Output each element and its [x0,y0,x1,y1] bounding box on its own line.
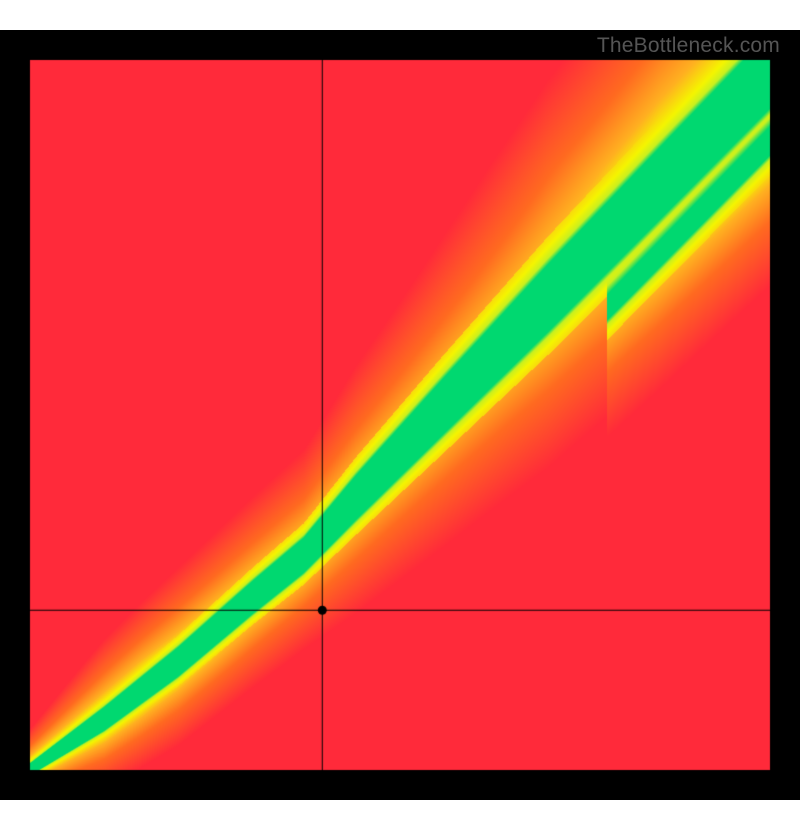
bottleneck-heatmap [0,30,800,800]
watermark-text: TheBottleneck.com [597,34,780,58]
